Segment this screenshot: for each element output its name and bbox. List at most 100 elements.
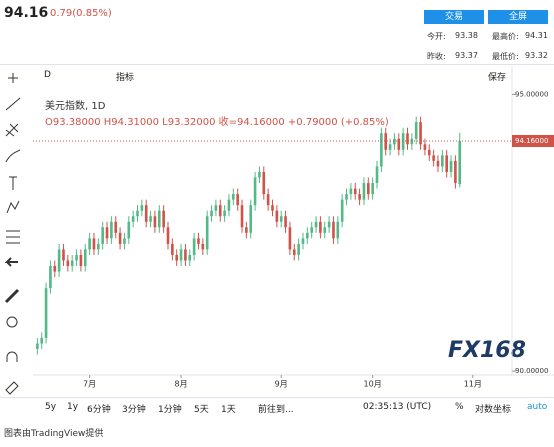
candle-body (232, 194, 235, 200)
stat-label: 今开: (427, 32, 446, 41)
candle-body (153, 216, 157, 228)
candle-body (371, 183, 374, 195)
candle-body (271, 205, 274, 211)
y-tick-label: 90.00000 (515, 367, 548, 375)
candle-body (458, 140, 462, 185)
candle-body (184, 249, 187, 261)
candle-body (249, 205, 253, 233)
candle-body (410, 138, 414, 145)
magnet-icon[interactable] (6, 351, 18, 362)
candle-body (88, 238, 91, 250)
legend-text: O93.38000 H94.31000 L93.32000 收=94.16000… (45, 117, 389, 128)
indicators[interactable]: 指标 (116, 73, 135, 83)
text-icon[interactable] (9, 176, 17, 190)
price-change: 0.79(0.85%) (50, 8, 112, 19)
candle-body (323, 227, 327, 233)
candle-body (192, 238, 196, 255)
candle-body (123, 238, 126, 244)
auto[interactable]: auto (527, 402, 548, 412)
left-toolbar (4, 73, 21, 395)
range[interactable]: 1y (67, 402, 79, 412)
range[interactable]: 1分钟 (158, 405, 182, 415)
pattern-icon[interactable] (6, 200, 20, 214)
candle-body (227, 199, 231, 211)
measure-icon[interactable] (6, 230, 20, 244)
candle-body (414, 122, 418, 139)
stat-label: 最低价: (492, 52, 519, 61)
x-tick-label: 10月 (364, 380, 382, 389)
candle-body (275, 210, 279, 222)
percent[interactable]: % (455, 402, 464, 412)
candle-body (223, 210, 226, 217)
candle-body (436, 160, 440, 167)
zoom-icon[interactable] (6, 316, 18, 328)
candle-body (210, 210, 213, 217)
candle-body (310, 227, 313, 233)
fullscreen-button[interactable]: 全屏 (488, 10, 548, 24)
candle-body (127, 221, 131, 239)
candle-body (149, 216, 152, 222)
divider (0, 397, 554, 398)
range[interactable]: 3分钟 (122, 405, 146, 415)
candle-body (279, 216, 283, 222)
candle-body (327, 221, 331, 228)
candle-body (171, 243, 174, 255)
candle-body (97, 243, 100, 250)
candle-body (340, 199, 344, 222)
candle-body (201, 243, 205, 250)
lock-icon[interactable] (5, 381, 19, 395)
candle-body (332, 221, 335, 239)
candle-body (266, 194, 270, 206)
range[interactable]: 5天 (194, 405, 209, 415)
fib-icon[interactable] (5, 123, 19, 137)
interval[interactable]: D (44, 70, 51, 80)
candle-body (66, 260, 70, 267)
chart: 90.00000 95.00000 7月 8月 9月 10月 11月 94.16000 (4, 66, 554, 395)
range[interactable]: 6分钟 (87, 405, 111, 415)
candle-body (441, 155, 444, 167)
candle-body (288, 227, 292, 250)
candle-body (101, 227, 104, 244)
candle-body (83, 249, 87, 267)
back-icon[interactable] (4, 257, 18, 267)
candle-body (157, 210, 161, 228)
candle-body (445, 155, 448, 172)
ruler-icon[interactable] (4, 288, 20, 304)
save[interactable]: 保存 (488, 73, 507, 83)
chart-title: 美元指数, 1D (45, 101, 106, 112)
candle-body (92, 238, 96, 250)
stat-value: 93.37 (455, 51, 478, 60)
watermark: FX168 (448, 338, 526, 363)
log[interactable]: 对数坐标 (475, 405, 512, 415)
candle-body (162, 210, 165, 228)
candle-body (292, 249, 296, 255)
last-price-box (512, 134, 554, 147)
crosshair-icon[interactable] (8, 73, 18, 83)
brush-icon[interactable] (5, 149, 21, 163)
candle-body (105, 227, 109, 239)
candle-body (140, 205, 144, 211)
x-tick-label: 9月 (275, 380, 288, 389)
stat-value: 93.32 (525, 51, 548, 60)
candle-body (44, 288, 48, 338)
candle-body (401, 133, 405, 150)
range[interactable]: 5y (45, 402, 57, 412)
stat-label: 最高价: (492, 32, 519, 41)
candle-body (166, 227, 170, 244)
candle-body (336, 221, 340, 239)
stat-label: 昨收: (427, 52, 446, 61)
candle-body (393, 138, 396, 145)
line-icon[interactable] (5, 97, 21, 111)
candle-body (214, 205, 218, 211)
candle-body (449, 160, 453, 172)
candle-body (388, 144, 392, 150)
candle-body (49, 266, 52, 289)
trade-button[interactable]: 交易 (424, 10, 484, 24)
candle-body (258, 171, 261, 178)
candle-body (70, 260, 74, 267)
range[interactable]: 1天 (221, 405, 236, 415)
goto[interactable]: 前往到... (258, 405, 294, 415)
candle-body (188, 254, 192, 261)
candle-body (380, 133, 383, 167)
